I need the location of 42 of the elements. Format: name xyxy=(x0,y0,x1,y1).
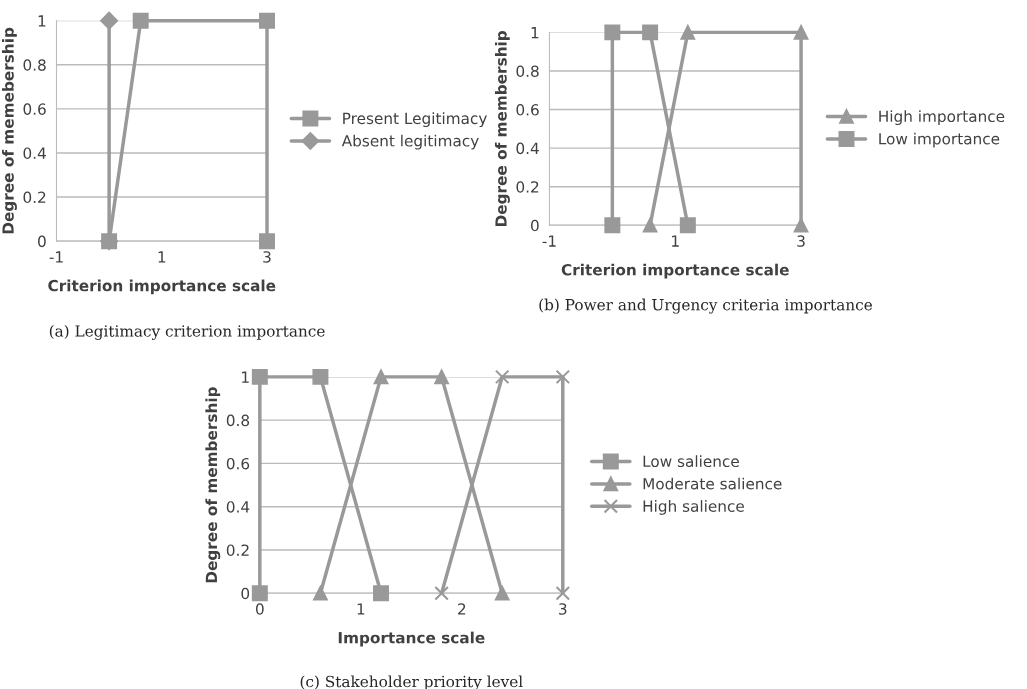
legend-label: Low importance xyxy=(879,132,1000,148)
legend-label: High importance xyxy=(879,110,1005,126)
legend-label: Moderate salience xyxy=(643,477,782,490)
x-tick-label: -1 xyxy=(542,235,556,247)
x-tick-label: 3 xyxy=(559,603,567,615)
y-tick-label: 0 xyxy=(241,587,250,600)
y-tick-label: 0.8 xyxy=(23,59,46,71)
x-axis-title: Criterion importance scale xyxy=(561,263,789,279)
legend-label: Low salience xyxy=(643,455,739,468)
x-tick-label: 1 xyxy=(672,235,679,247)
legend-label: High salience xyxy=(643,500,744,515)
y-tick-label: 0.6 xyxy=(226,457,250,470)
y-axis-title: Degree of membership xyxy=(494,30,510,227)
y-tick-label: 0.4 xyxy=(23,147,46,159)
x-tick-label: 3 xyxy=(263,251,271,263)
y-tick-label: 0 xyxy=(531,219,539,232)
x-tick-label: 1 xyxy=(357,603,365,615)
y-tick-label: 1 xyxy=(242,371,249,383)
legend-label: Present Legitimacy xyxy=(343,112,487,128)
y-axis-title: Degree of memebership xyxy=(2,27,17,234)
y-axis-title: Degree of membership xyxy=(205,387,221,583)
y-tick-label: 1 xyxy=(38,15,46,27)
x-axis-title: Importance scale xyxy=(338,631,485,647)
y-tick-label: 0.6 xyxy=(23,103,46,115)
x-tick-label: 1 xyxy=(158,251,166,263)
text: (a) Legitimacy criterion importance xyxy=(49,324,325,340)
y-tick-label: 0.8 xyxy=(516,65,539,77)
x-tick-label: 0 xyxy=(255,603,264,615)
y-tick-label: 1 xyxy=(531,27,539,39)
x-tick-label: 3 xyxy=(797,235,805,247)
y-tick-label: 0.2 xyxy=(516,181,539,193)
y-tick-label: 0.4 xyxy=(226,501,250,513)
y-tick-label: 0.6 xyxy=(516,104,539,116)
y-tick-label: 0.4 xyxy=(516,142,539,155)
x-axis-title: Criterion importance scale xyxy=(48,279,276,295)
x-tick-label: 2 xyxy=(458,603,466,615)
x-tick-label: -1 xyxy=(49,251,63,263)
y-tick-label: 0.2 xyxy=(226,544,249,556)
y-tick-label: 0.8 xyxy=(226,414,250,427)
text: (b) Power and Urgency criteria importance xyxy=(539,298,872,314)
y-tick-label: 0.2 xyxy=(23,191,46,204)
legend-label: Absent legitimacy xyxy=(341,134,479,150)
